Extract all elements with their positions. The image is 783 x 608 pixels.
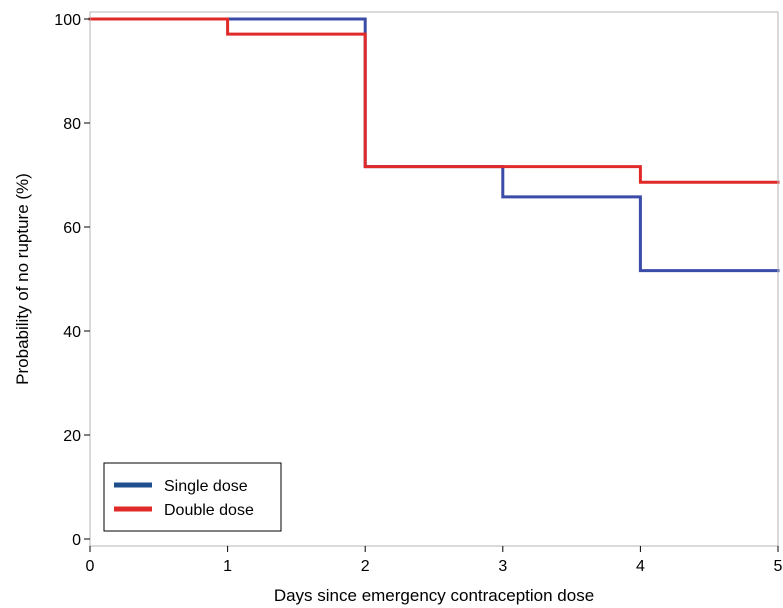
y-tick-label-3: 60 bbox=[63, 220, 81, 237]
x-tick-label-5: 5 bbox=[774, 558, 783, 575]
legend-box bbox=[103, 462, 282, 532]
series-line-double-dose bbox=[88, 17, 780, 184]
plot-frame bbox=[89, 11, 779, 547]
x-tick-label-1: 1 bbox=[223, 558, 232, 575]
x-tick-label-2: 2 bbox=[361, 558, 370, 575]
x-tick-label-4: 4 bbox=[636, 558, 645, 575]
y-axis-label: Probability of no rupture (%) bbox=[13, 173, 32, 385]
x-tick-label-3: 3 bbox=[498, 558, 507, 575]
legend-label-double-dose: Double dose bbox=[164, 502, 254, 519]
legend-label-single-dose: Single dose bbox=[164, 478, 248, 495]
series-layer bbox=[88, 17, 780, 273]
y-axis: 0 20 40 60 80 100 bbox=[54, 12, 90, 549]
y-tick-label-2: 40 bbox=[63, 324, 81, 341]
y-tick-label-5: 100 bbox=[54, 12, 81, 29]
legend: Single dose Double dose bbox=[103, 462, 282, 532]
x-axis-label: Days since emergency contraception dose bbox=[274, 586, 594, 605]
y-tick-label-1: 20 bbox=[63, 428, 81, 445]
series-line-single-dose bbox=[88, 17, 780, 273]
x-axis: 0 1 2 3 4 5 bbox=[86, 546, 783, 575]
y-tick-label-0: 0 bbox=[72, 532, 81, 549]
y-tick-label-4: 80 bbox=[63, 116, 81, 133]
x-tick-label-0: 0 bbox=[86, 558, 95, 575]
